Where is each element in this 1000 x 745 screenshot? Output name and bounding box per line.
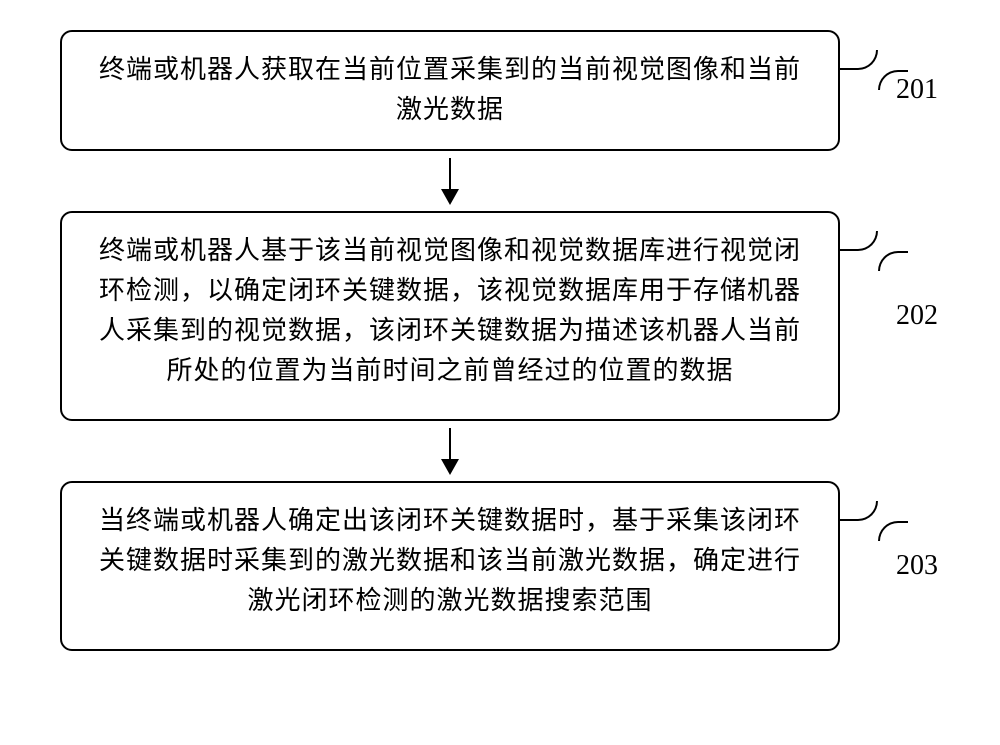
flow-step-3: 当终端或机器人确定出该闭环关键数据时，基于采集该闭环关键数据时采集到的激光数据和… — [60, 481, 840, 651]
arrow-icon — [449, 428, 451, 473]
flow-step-3-text: 当终端或机器人确定出该闭环关键数据时，基于采集该闭环关键数据时采集到的激光数据和… — [90, 501, 810, 622]
flow-step-1-label: 201 — [896, 74, 938, 106]
flow-step-2-label: 202 — [896, 300, 938, 332]
flow-step-1: 终端或机器人获取在当前位置采集到的当前视觉图像和当前激光数据 201 — [60, 30, 840, 151]
arrow-1-to-2 — [60, 151, 840, 211]
arrow-icon — [449, 158, 451, 203]
arrow-2-to-3 — [60, 421, 840, 481]
flow-step-1-text: 终端或机器人获取在当前位置采集到的当前视觉图像和当前激光数据 — [90, 50, 810, 131]
flow-step-3-label: 203 — [896, 550, 938, 582]
flowchart-container: 终端或机器人获取在当前位置采集到的当前视觉图像和当前激光数据 201 终端或机器… — [60, 30, 940, 651]
flow-step-2: 终端或机器人基于该当前视觉图像和视觉数据库进行视觉闭环检测，以确定闭环关键数据，… — [60, 211, 840, 421]
connector-3 — [838, 501, 908, 541]
flow-step-2-text: 终端或机器人基于该当前视觉图像和视觉数据库进行视觉闭环检测，以确定闭环关键数据，… — [90, 231, 810, 392]
connector-2 — [838, 231, 908, 271]
